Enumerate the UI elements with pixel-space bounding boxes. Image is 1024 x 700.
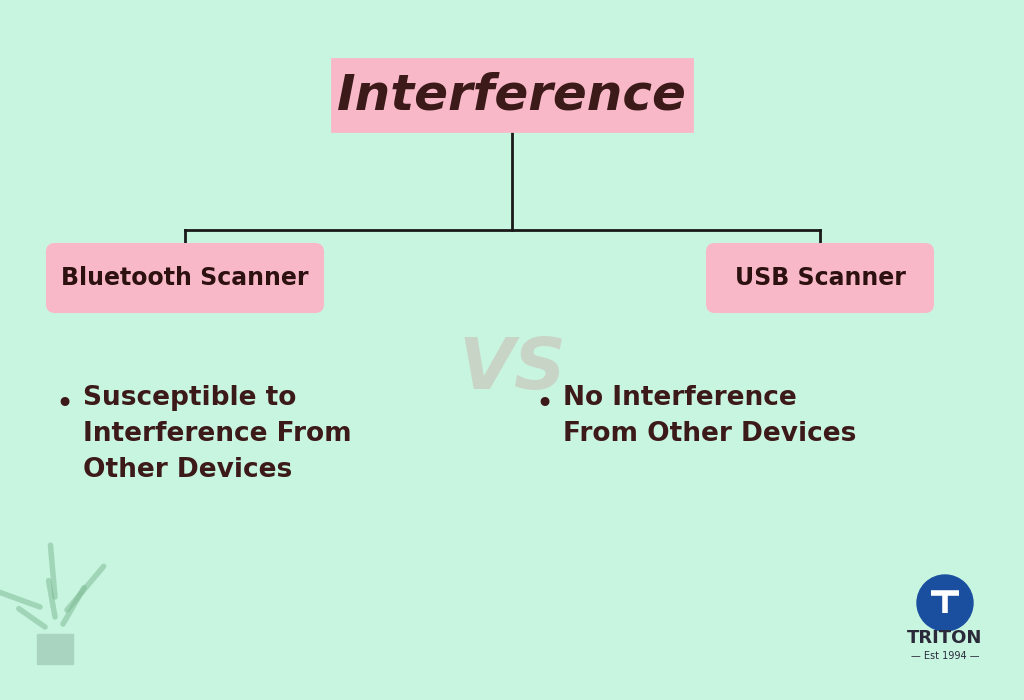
Text: VS: VS <box>458 335 566 405</box>
Text: TRITON: TRITON <box>907 629 983 647</box>
FancyBboxPatch shape <box>47 244 323 312</box>
FancyBboxPatch shape <box>37 634 73 664</box>
Text: No Interference
From Other Devices: No Interference From Other Devices <box>563 385 856 447</box>
Text: Susceptible to
Interference From
Other Devices: Susceptible to Interference From Other D… <box>83 385 351 483</box>
Text: USB Scanner: USB Scanner <box>734 266 905 290</box>
Circle shape <box>918 575 973 631</box>
Text: Interference: Interference <box>337 71 687 119</box>
Text: •: • <box>535 390 553 419</box>
FancyBboxPatch shape <box>332 59 692 131</box>
Text: •: • <box>55 390 73 419</box>
Text: — Est 1994 —: — Est 1994 — <box>910 651 979 661</box>
FancyBboxPatch shape <box>707 244 933 312</box>
Text: Bluetooth Scanner: Bluetooth Scanner <box>61 266 309 290</box>
